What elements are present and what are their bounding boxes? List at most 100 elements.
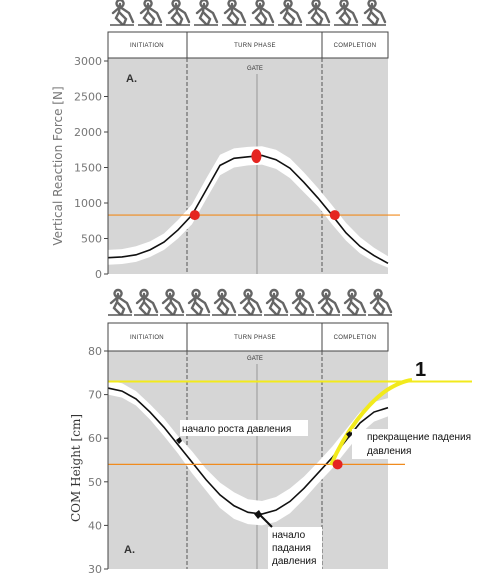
force-y-tick-label: 2500 [74,91,102,104]
com-phase-completion: COMPLETION [334,335,377,341]
skier-top-6-figure [251,0,275,26]
com-phase-turn: TURN PHASE [234,335,276,341]
skier-middle-8 [290,288,315,316]
com-phase-initiation: INITIATION [130,335,164,341]
force-chart: INITIATION TURN PHASE COMPLETION GATE 0 5… [51,31,400,281]
skier-middle-6 [238,288,263,316]
com-y-tick-label: 40 [88,519,102,532]
force-highlight-points [189,149,340,221]
force-highlight-point [329,210,340,221]
annotation-pressure-fall-stop-2: давления [367,446,411,457]
annotation-box-pressure-fall-stop [352,429,487,459]
com-y-axis-label: COM Height [cm] [69,414,83,522]
com-panel-label: A. [124,544,135,556]
annotation-marker-pressure-fall-stop [346,431,352,438]
skier-middle-2 [134,288,159,316]
annotation-pressure-rise: начало роста давления [182,424,291,435]
com-variability-band [108,380,388,526]
com-y-tick-label: 70 [88,389,102,402]
skier-top-3 [166,0,191,26]
com-y-ticks: 30 40 50 60 70 80 [88,345,108,576]
skier-top-6 [250,0,275,26]
skier-middle-1 [108,288,133,316]
skier-top-5 [222,0,247,26]
skier-top-3-figure [167,0,191,26]
skier-top-9 [334,0,359,26]
skier-top-1-figure [111,0,135,26]
force-y-axis-label: Vertical Reaction Force [N] [51,86,65,245]
force-highlight-point [189,210,200,221]
com-gate-label: GATE [247,356,263,362]
skier-middle-4-figure [187,288,211,316]
annotation-box-pressure-fall-start [268,527,322,569]
skier-top-2-figure [139,0,163,26]
force-y-tick-label: 2000 [74,126,102,139]
skier-top-5-figure [223,0,247,26]
skier-middle-5-figure [213,288,237,316]
skier-top-9-figure [335,0,359,26]
annotation-pressure-fall-stop-1: прекращение падения [367,432,471,443]
annotation-box-pressure-rise [180,420,308,436]
skier-top-2 [138,0,163,26]
com-highlight-point [332,459,343,470]
skier-top-4-figure [195,0,219,26]
force-y-tick-label: 3000 [74,55,102,68]
force-highlight-point [251,149,262,164]
force-y-tick-label: 1500 [74,162,102,175]
skier-top-8-figure [307,0,331,26]
skier-middle-6-figure [239,288,263,316]
skier-middle-11 [368,288,393,316]
skier-top-10 [362,0,387,26]
force-y-tick-label: 1000 [74,197,102,210]
skier-middle-2-figure [135,288,159,316]
marker-label-1: 1 [415,359,426,381]
annotation-pressure-fall-start-1: начало [272,530,306,541]
skier-middle-5 [212,288,237,316]
force-phase-header [107,31,389,59]
skier-top-1 [110,0,135,26]
skier-middle-7 [264,288,289,316]
annotation-pressure-fall-start-3: давления [272,556,316,567]
skier-top-7 [278,0,303,26]
com-y-tick-label: 60 [88,432,102,445]
force-variability-band [108,146,388,268]
com-yellow-curve [329,378,413,466]
annotation-arrow-pressure-fall-start [259,514,273,528]
skier-top-7-figure [279,0,303,26]
skier-top-10-figure [363,0,387,26]
com-y-tick-label: 30 [88,563,102,576]
skier-top-4 [194,0,219,26]
annotation-marker-pressure-rise [176,437,182,444]
skier-middle-8-figure [291,288,315,316]
skier-middle-9-figure [317,288,341,316]
skier-middle-10-figure [343,288,367,316]
force-gate-label: GATE [247,66,263,72]
force-y-ticks: 0 500 1000 1500 2000 2500 3000 [74,55,108,281]
skier-sequence-top [110,0,387,26]
skier-middle-7-figure [265,288,289,316]
force-y-tick-label: 500 [81,233,102,246]
skier-middle-9 [316,288,341,316]
force-y-tick-label: 0 [95,268,102,281]
com-y-tick-label: 50 [88,476,102,489]
annotation-marker-pressure-fall-start [254,510,262,519]
com-phase-header [107,322,389,352]
annotation-pressure-fall-start-2: падания [272,543,311,554]
com-y-tick-label: 80 [88,345,102,358]
skier-top-8 [306,0,331,26]
force-series-line [107,154,389,265]
skier-sequence-middle [108,288,393,316]
com-highlight-points [332,459,343,470]
skier-middle-11-figure [369,288,393,316]
skier-middle-3-figure [161,288,185,316]
force-phase-initiation: INITIATION [130,43,164,49]
skier-middle-1-figure [109,288,133,316]
force-phase-turn: TURN PHASE [234,43,276,49]
skier-middle-10 [342,288,367,316]
force-panel-label: A. [126,73,137,85]
com-height-chart: INITIATION TURN PHASE COMPLETION GATE 30… [69,322,487,576]
skier-middle-3 [160,288,185,316]
skier-middle-4 [186,288,211,316]
force-phase-completion: COMPLETION [334,43,377,49]
